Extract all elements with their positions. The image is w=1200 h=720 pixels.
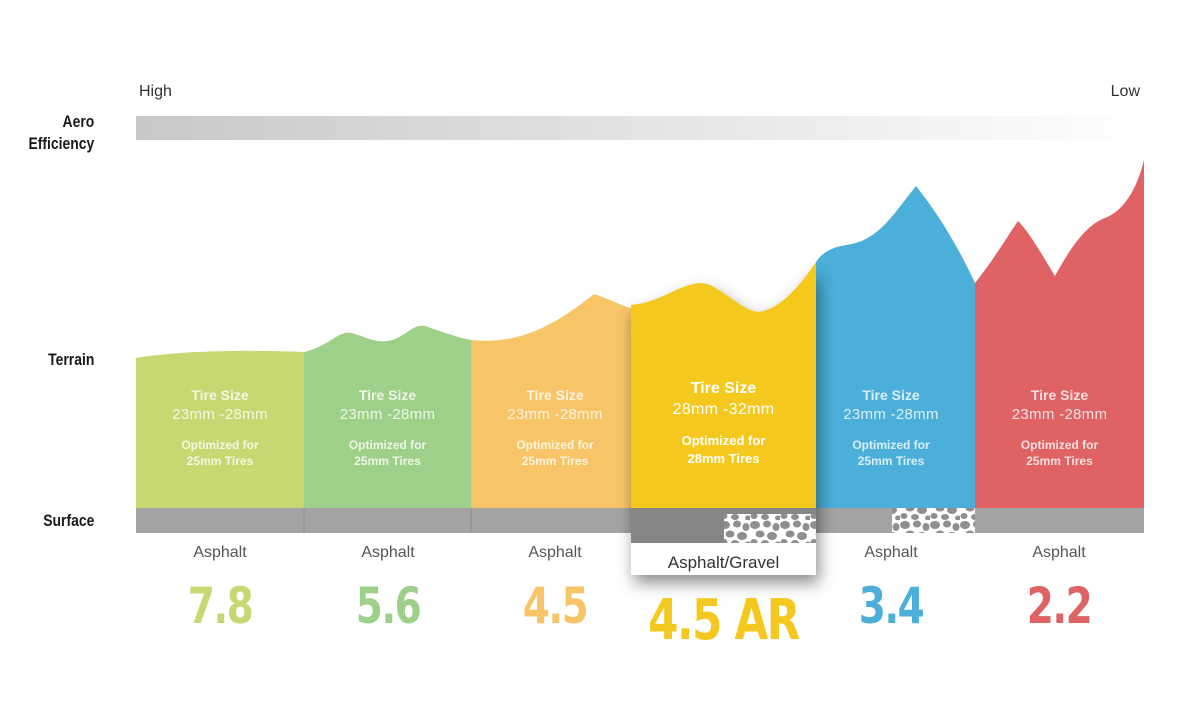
optimized-line-2: 25mm Tires xyxy=(857,454,925,468)
tire-size-title: Tire Size xyxy=(526,387,584,403)
model-number-5-6: 5.6 xyxy=(355,577,422,635)
surface-row-label: Surface xyxy=(42,511,94,530)
surface-name-3-4: Asphalt xyxy=(864,544,918,561)
surface-bar-5-6 xyxy=(304,508,471,533)
aero-efficiency-label-line-2: Efficiency xyxy=(28,134,94,153)
optimized-line-2: 25mm Tires xyxy=(1026,454,1093,468)
aero-high-label: High xyxy=(139,83,172,100)
optimized-line-1: Optimized for xyxy=(348,438,427,452)
gravel-texture-3-4 xyxy=(892,508,975,533)
optimized-line-2: 28mm Tires xyxy=(687,451,760,466)
tire-size-range: 23mm -28mm xyxy=(172,406,268,423)
model-number-3-4: 3.4 xyxy=(858,577,925,635)
surface-bar-2-2 xyxy=(975,508,1144,533)
tire-size-title: Tire Size xyxy=(358,387,417,403)
model-number-2-2: 2.2 xyxy=(1026,577,1093,635)
optimized-line-2: 25mm Tires xyxy=(186,454,254,468)
surface-name-4-5: Asphalt xyxy=(528,544,582,561)
optimized-note: Optimized for 25mm Tires xyxy=(975,437,1144,469)
surface-name-4-5-ar: Asphalt/Gravel xyxy=(667,553,780,572)
tire-info-2-2: Tire Size 23mm -28mm Optimized for 25mm T… xyxy=(975,387,1144,469)
model-number-7-8: 7.8 xyxy=(187,577,254,635)
aero-low-label: Low xyxy=(1110,83,1140,100)
terrain-row-label: Terrain xyxy=(47,350,94,369)
surface-name-7-8: Asphalt xyxy=(193,544,247,561)
tire-size-title: Tire Size xyxy=(191,387,249,403)
optimized-line-1: Optimized for xyxy=(681,433,766,448)
optimized-note: Optimized for 28mm Tires xyxy=(631,432,816,468)
surface-name-5-6: Asphalt xyxy=(361,544,415,561)
terrain-shape-5-6 xyxy=(304,325,471,508)
terrain-shape-3-4 xyxy=(816,186,975,508)
optimized-line-2: 25mm Tires xyxy=(354,454,421,468)
optimized-note: Optimized for 25mm Tires xyxy=(816,437,966,469)
surface-bar-7-8 xyxy=(136,508,304,533)
aero-efficiency-label-line-1: Aero xyxy=(62,112,94,131)
optimized-note: Optimized for 25mm Tires xyxy=(471,437,639,469)
terrain-shape-7-8 xyxy=(136,350,304,508)
tire-size-title: Tire Size xyxy=(690,380,757,397)
surface-bar-4-5 xyxy=(471,508,632,533)
aero-efficiency-label: Aero Efficiency xyxy=(28,111,94,155)
tire-info-4-5-ar: Tire Size 28mm -32mm Optimized for 28mm T… xyxy=(631,380,816,468)
terrain-shape-4-5-ar xyxy=(631,262,816,508)
tire-info-3-4: Tire Size 23mm -28mm Optimized for 25mm T… xyxy=(816,387,966,469)
surface-name-backing-4-5-ar xyxy=(631,543,816,575)
tire-size-range: 23mm -28mm xyxy=(507,406,603,423)
tire-size-title: Tire Size xyxy=(1030,387,1089,403)
optimized-note: Optimized for 25mm Tires xyxy=(136,437,304,469)
model-number-4-5-ar: 4.5 AR xyxy=(648,588,800,653)
tire-info-5-6: Tire Size 23mm -28mm Optimized for 25mm T… xyxy=(304,387,471,469)
optimized-line-1: Optimized for xyxy=(852,438,930,452)
tire-size-title: Tire Size xyxy=(862,387,920,403)
optimized-line-1: Optimized for xyxy=(181,438,259,452)
featured-model-group xyxy=(631,262,816,575)
tire-size-range: 23mm -28mm xyxy=(1011,406,1108,423)
tire-info-4-5: Tire Size 23mm -28mm Optimized for 25mm T… xyxy=(471,387,639,469)
optimized-line-1: Optimized for xyxy=(516,438,594,452)
aero-efficiency-gradient-bar xyxy=(136,116,1144,140)
model-number-4-5: 4.5 xyxy=(522,577,589,635)
tire-info-7-8: Tire Size 23mm -28mm Optimized for 25mm T… xyxy=(136,387,304,469)
terrain-shape-4-5 xyxy=(471,294,631,508)
tire-size-range: 28mm -32mm xyxy=(672,401,775,418)
tire-size-range: 23mm -28mm xyxy=(339,406,436,423)
surface-name-2-2: Asphalt xyxy=(1032,544,1086,561)
gravel-texture-4-5-ar xyxy=(724,514,816,543)
tire-size-range: 23mm -28mm xyxy=(843,406,939,423)
terrain-shape-2-2 xyxy=(975,160,1144,508)
optimized-line-1: Optimized for xyxy=(1020,438,1099,452)
optimized-line-2: 25mm Tires xyxy=(521,454,589,468)
optimized-note: Optimized for 25mm Tires xyxy=(304,437,471,469)
